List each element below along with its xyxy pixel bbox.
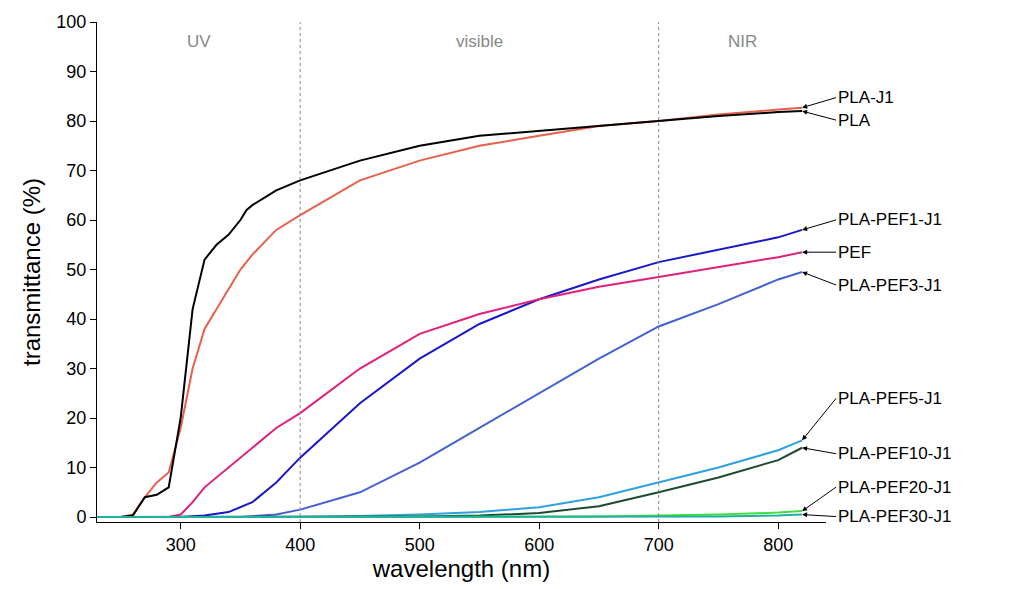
svg-text:70: 70 [66, 161, 86, 181]
svg-text:0: 0 [76, 507, 86, 527]
svg-text:UV: UV [187, 32, 211, 51]
svg-text:90: 90 [66, 62, 86, 82]
svg-text:80: 80 [66, 111, 86, 131]
svg-text:400: 400 [285, 535, 315, 555]
svg-text:10: 10 [66, 458, 86, 478]
svg-text:20: 20 [66, 408, 86, 428]
svg-text:60: 60 [66, 210, 86, 230]
svg-text:PLA-PEF20-J1: PLA-PEF20-J1 [838, 478, 951, 497]
svg-text:wavelength (nm): wavelength (nm) [372, 555, 550, 582]
svg-text:300: 300 [166, 535, 196, 555]
svg-text:transmittance (%): transmittance (%) [18, 178, 45, 366]
svg-text:NIR: NIR [728, 32, 757, 51]
svg-text:800: 800 [763, 535, 793, 555]
svg-text:500: 500 [405, 535, 435, 555]
svg-text:30: 30 [66, 359, 86, 379]
svg-text:PLA-PEF30-J1: PLA-PEF30-J1 [838, 507, 951, 526]
svg-text:PLA-PEF10-J1: PLA-PEF10-J1 [838, 444, 951, 463]
svg-text:PLA-PEF1-J1: PLA-PEF1-J1 [838, 210, 942, 229]
svg-text:50: 50 [66, 260, 86, 280]
svg-text:40: 40 [66, 309, 86, 329]
svg-text:600: 600 [524, 535, 554, 555]
svg-text:100: 100 [56, 12, 86, 32]
svg-text:700: 700 [644, 535, 674, 555]
svg-text:PEF: PEF [838, 243, 871, 262]
svg-text:PLA-PEF3-J1: PLA-PEF3-J1 [838, 276, 942, 295]
svg-text:PLA-PEF5-J1: PLA-PEF5-J1 [838, 389, 942, 408]
svg-text:PLA: PLA [838, 111, 871, 130]
svg-text:PLA-J1: PLA-J1 [838, 88, 894, 107]
svg-text:visible: visible [456, 32, 503, 51]
